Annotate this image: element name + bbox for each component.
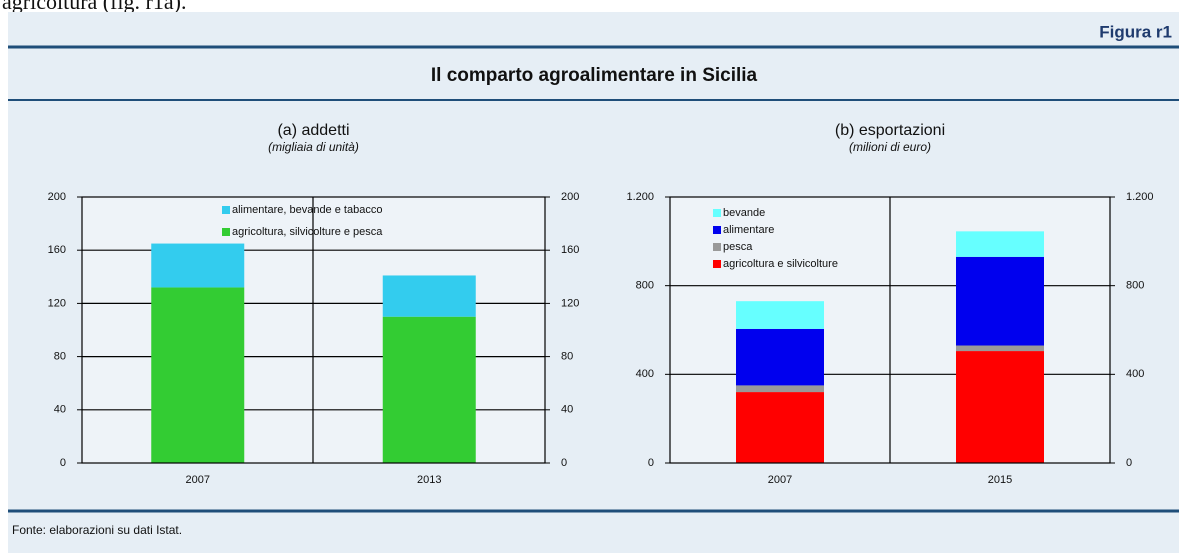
chart-title: (b) esportazioni xyxy=(835,122,945,139)
x-tick-label: 2007 xyxy=(186,474,210,486)
legend-swatch xyxy=(222,228,230,236)
y-tick-label: 80 xyxy=(54,351,66,363)
legend-label: agricoltura e silvicolture xyxy=(723,258,838,270)
legend-label: pesca xyxy=(723,241,753,253)
legend-label: bevande xyxy=(723,207,765,219)
y2-tick-label: 1.200 xyxy=(1126,191,1154,203)
legend-label: alimentare, bevande e tabacco xyxy=(232,204,382,216)
legend-swatch xyxy=(222,206,230,214)
y2-tick-label: 400 xyxy=(1126,368,1144,380)
y-tick-label: 400 xyxy=(636,368,654,380)
bar-segment xyxy=(382,275,476,317)
bar-segment xyxy=(736,301,824,329)
bar-segment xyxy=(956,345,1044,352)
y2-tick-label: 120 xyxy=(561,297,579,309)
y-tick-label: 1.200 xyxy=(626,191,654,203)
y-tick-label: 0 xyxy=(60,457,66,469)
y2-tick-label: 200 xyxy=(561,191,579,203)
figure-label: Figura r1 xyxy=(1099,22,1172,41)
y2-tick-label: 80 xyxy=(561,351,573,363)
figure-title: Il comparto agroalimentare in Sicilia xyxy=(431,65,758,86)
bar-segment xyxy=(956,231,1044,257)
y2-tick-label: 40 xyxy=(561,404,573,416)
bar-segment xyxy=(956,351,1044,463)
y2-tick-label: 0 xyxy=(561,457,567,469)
x-tick-label: 2013 xyxy=(417,474,441,486)
y-tick-label: 0 xyxy=(648,457,654,469)
y-tick-label: 120 xyxy=(48,297,66,309)
chart-subtitle: (migliaia di unità) xyxy=(268,140,359,154)
x-tick-label: 2015 xyxy=(988,474,1012,486)
legend-label: agricoltura, silvicolture e pesca xyxy=(232,226,383,238)
note-above: agricoltura (fig. r1a). xyxy=(2,0,186,14)
bar-segment xyxy=(151,243,245,288)
y2-tick-label: 160 xyxy=(561,244,579,256)
y-tick-label: 200 xyxy=(48,191,66,203)
plot-frame xyxy=(669,196,1111,464)
y2-tick-label: 800 xyxy=(1126,280,1144,292)
y2-tick-label: 0 xyxy=(1126,457,1132,469)
legend-swatch xyxy=(713,209,721,217)
bar-segment xyxy=(736,385,824,393)
y-tick-label: 40 xyxy=(54,404,66,416)
bar-segment xyxy=(736,328,824,386)
plot-frame xyxy=(81,196,546,464)
bar-segment xyxy=(151,287,245,463)
chart-title: (a) addetti xyxy=(277,122,349,139)
bar-segment xyxy=(382,316,476,463)
legend-label: alimentare xyxy=(723,224,774,236)
y-tick-label: 800 xyxy=(636,280,654,292)
legend-swatch xyxy=(713,260,721,268)
x-tick-label: 2007 xyxy=(768,474,792,486)
legend-swatch xyxy=(713,243,721,251)
chart-subtitle: (milioni di euro) xyxy=(849,140,931,154)
bar-segment xyxy=(736,392,824,463)
legend-swatch xyxy=(713,226,721,234)
bar-segment xyxy=(956,256,1044,346)
source: Fonte: elaborazioni su dati Istat. xyxy=(12,523,182,537)
y-tick-label: 160 xyxy=(48,244,66,256)
